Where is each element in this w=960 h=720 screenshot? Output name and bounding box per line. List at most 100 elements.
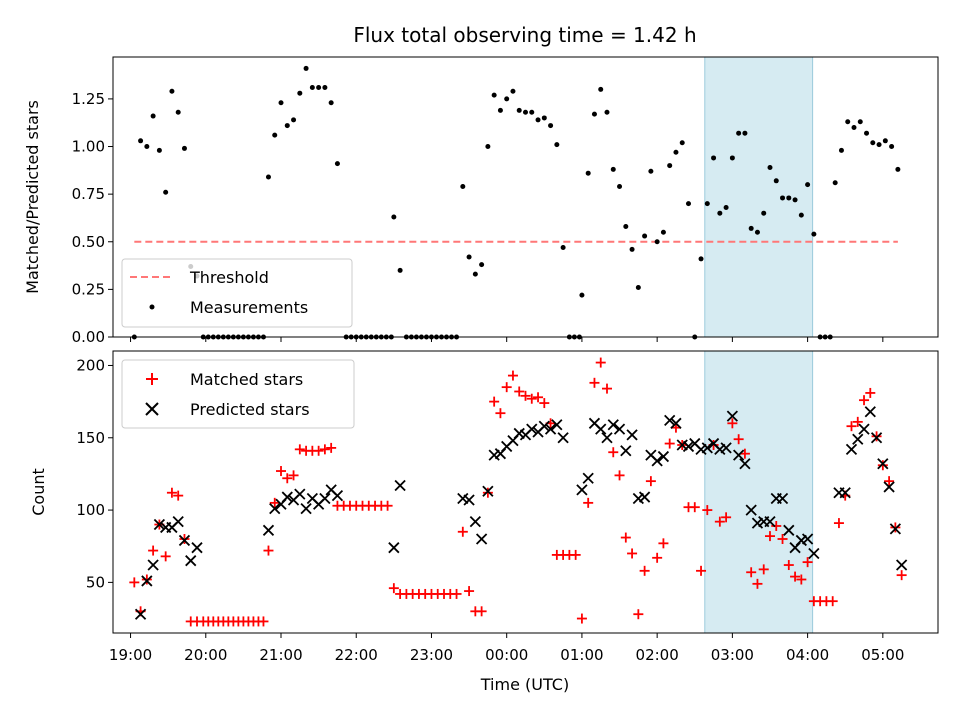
measurement-point	[717, 210, 723, 216]
predicted-star-stroke-b	[877, 458, 889, 470]
matched-star-point	[890, 522, 901, 533]
predicted-star-stroke-b	[300, 502, 312, 515]
top-axes-frame	[112, 56, 939, 338]
measurement-point	[660, 229, 666, 235]
matched-star-point	[570, 549, 581, 560]
predicted-star-stroke-b	[538, 420, 550, 432]
bottom-panel: 50 100 150 200 19:00 20:00 21:00 22:00 23:00 00:…	[29, 350, 939, 694]
measurement-point	[334, 161, 340, 167]
bottom-y-tick-label: 100	[76, 501, 105, 519]
predicted-star-point	[147, 559, 159, 571]
matched-star-point	[319, 444, 330, 455]
matched-star-point	[758, 564, 769, 575]
bottom-y-tick-label: 200	[76, 356, 105, 374]
predicted-star-point	[526, 423, 538, 435]
predicted-star-stroke-b	[469, 516, 481, 528]
predicted-star-point	[720, 442, 732, 454]
predicted-star-point	[739, 458, 751, 470]
measurement-point	[685, 201, 691, 207]
highlight-span-rect	[704, 56, 814, 338]
measurement-point	[838, 147, 844, 153]
predicted-legend-label: Predicted stars	[190, 400, 310, 419]
matched-star-point	[583, 497, 594, 508]
predicted-star-stroke-b	[513, 427, 525, 440]
measurement-point	[598, 86, 604, 92]
matched-star-point	[877, 460, 888, 471]
measurement-point	[284, 123, 290, 129]
matched-star-point	[179, 534, 190, 544]
predicted-star-stroke-b	[595, 423, 607, 435]
predicted-star-point	[172, 516, 184, 528]
predicted-star-stroke-b	[733, 449, 745, 461]
matched-star-point	[764, 531, 775, 542]
matched-star-point	[658, 538, 669, 549]
matched-star-point	[282, 473, 293, 484]
matched-star-point	[526, 393, 537, 404]
predicted-star-stroke-b	[670, 417, 682, 429]
predicted-star-point	[482, 485, 494, 497]
measurement-point	[711, 155, 717, 161]
bottom-x-tick-label: 20:00	[184, 646, 227, 664]
matched-star-point	[589, 377, 600, 388]
predicted-star-point	[664, 414, 676, 427]
predicted-star-point	[281, 491, 293, 503]
predicted-star-point	[733, 449, 745, 461]
measurement-point	[585, 170, 591, 176]
predicted-star-stroke-b	[896, 559, 908, 571]
measurement-point	[523, 109, 528, 115]
measurement-point	[786, 195, 792, 201]
predicted-star-stroke-b	[388, 542, 400, 554]
measurement-point	[541, 115, 547, 121]
predicted-star-point	[701, 442, 713, 454]
predicted-star-point	[141, 575, 153, 587]
bottom-x-tick-label: 03:00	[711, 646, 754, 664]
predicted-star-stroke-b	[657, 450, 670, 463]
measurement-point	[811, 231, 817, 237]
threshold-legend-label: Threshold	[189, 268, 269, 287]
bottom-x-axis: 19:00 20:00 21:00 22:00 23:00 00:00 01:00 02:00…	[109, 633, 904, 664]
measurement-point	[679, 140, 685, 146]
bottom-legend: Matched stars Predicted stars	[121, 359, 355, 429]
matched-star-point	[507, 370, 518, 381]
measurement-point	[889, 144, 895, 150]
matched-star-point	[627, 548, 638, 559]
predicted-star-stroke-b	[576, 484, 588, 496]
predicted-star-stroke-b	[870, 432, 883, 444]
matched-star-point	[166, 487, 177, 498]
predicted-star-point	[582, 472, 594, 484]
top-y-axis: 0.00 0.25 0.50 0.75 1.00 1.25	[72, 90, 113, 346]
measurement-point	[610, 166, 616, 172]
predicted-star-point	[896, 559, 908, 571]
measurement-point	[723, 204, 729, 210]
matched-star-point	[833, 518, 844, 529]
predicted-star-stroke-b	[457, 492, 469, 505]
predicted-star-point	[601, 432, 613, 444]
matched-star-point	[601, 383, 612, 394]
predicted-legend-swatch	[145, 402, 159, 416]
predicted-star-point	[538, 420, 550, 432]
predicted-star-stroke-b	[281, 491, 293, 503]
predicted-star-point	[745, 504, 757, 516]
matched-star-point	[714, 516, 725, 527]
matched-star-point	[733, 434, 744, 445]
measurement-point	[548, 123, 554, 129]
predicted-star-stroke-b	[783, 524, 795, 536]
top-y-tick-label: 0.50	[72, 233, 105, 251]
predicted-star-stroke-b	[557, 432, 569, 444]
bottom-y-axis: 50 100 150 200	[76, 356, 113, 591]
measurement-point	[278, 100, 284, 106]
matched-star-point	[871, 431, 882, 442]
predicted-star-point	[764, 516, 776, 528]
top-y-tick-label: 1.00	[72, 138, 105, 156]
predicted-star-stroke-b	[319, 492, 331, 505]
matched-star-point	[269, 497, 280, 508]
matched-star-point	[533, 392, 544, 403]
predicted-star-point	[607, 419, 619, 431]
matched-star-point	[263, 545, 274, 556]
predicted-star-stroke-b	[651, 455, 663, 467]
predicted-star-point	[178, 534, 191, 547]
measurement-point	[805, 182, 811, 188]
matched-star-point	[501, 382, 512, 393]
predicted-star-point	[319, 492, 331, 505]
predicted-star-point	[783, 524, 795, 536]
